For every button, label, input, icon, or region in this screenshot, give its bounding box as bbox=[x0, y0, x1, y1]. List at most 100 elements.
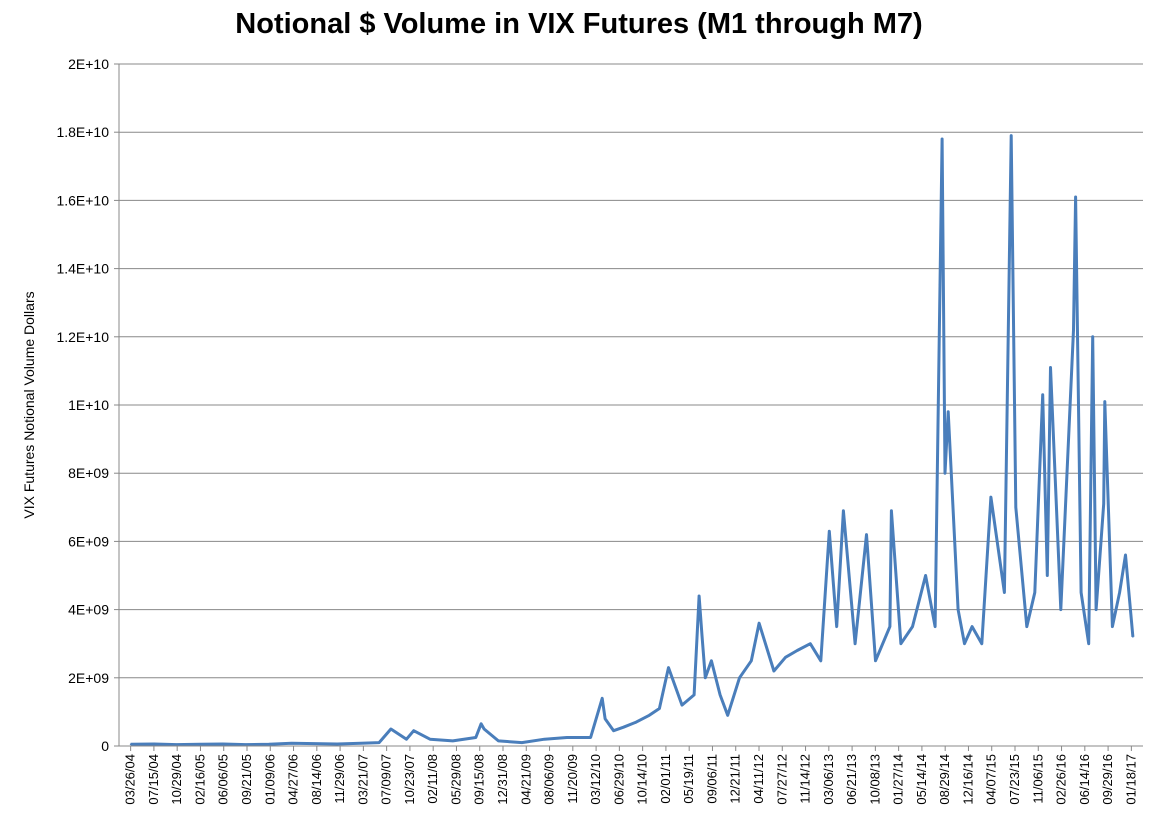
data-point bbox=[521, 741, 523, 744]
data-point bbox=[900, 642, 902, 645]
data-point bbox=[153, 743, 155, 745]
data-point bbox=[842, 509, 845, 512]
x-tick-label: 09/06/11 bbox=[704, 754, 719, 804]
y-tick-label: 0 bbox=[101, 738, 109, 754]
x-tick-label: 05/14/14 bbox=[914, 754, 929, 805]
data-point bbox=[1124, 554, 1127, 556]
data-point bbox=[784, 656, 787, 659]
data-point bbox=[889, 625, 891, 628]
data-point bbox=[1015, 506, 1017, 509]
data-point bbox=[405, 738, 408, 740]
x-tick-label: 05/29/08 bbox=[448, 754, 463, 805]
data-point bbox=[698, 595, 700, 597]
data-point bbox=[412, 729, 415, 732]
x-tick-label: 02/01/11 bbox=[658, 754, 673, 804]
x-tick-label: 10/23/07 bbox=[402, 754, 417, 805]
x-tick-label: 12/21/11 bbox=[728, 754, 743, 804]
x-tick-label: 02/16/05 bbox=[192, 754, 207, 805]
data-point bbox=[874, 659, 877, 662]
data-point bbox=[1072, 329, 1075, 331]
data-point bbox=[947, 411, 950, 413]
data-point bbox=[1111, 625, 1114, 628]
data-point bbox=[1034, 591, 1036, 594]
data-point bbox=[758, 622, 760, 625]
y-tick-label: 1.8E+10 bbox=[56, 124, 109, 140]
x-tick-label: 11/06/15 bbox=[1030, 754, 1045, 804]
y-tick-label: 1E+10 bbox=[68, 397, 109, 413]
x-tick-label: 07/15/04 bbox=[146, 754, 161, 805]
data-point bbox=[604, 717, 606, 720]
data-point bbox=[378, 741, 380, 744]
data-point bbox=[726, 714, 729, 717]
data-point bbox=[1080, 591, 1082, 594]
data-point bbox=[828, 530, 831, 532]
data-point bbox=[1060, 608, 1062, 611]
data-point bbox=[452, 740, 454, 742]
x-tick-label: 08/06/09 bbox=[542, 754, 557, 805]
data-point bbox=[820, 659, 822, 662]
data-point bbox=[658, 707, 661, 710]
gridlines bbox=[119, 63, 1143, 679]
data-point bbox=[809, 642, 812, 645]
x-tick-label: 11/20/09 bbox=[565, 754, 580, 804]
y-tick-label: 1.4E+10 bbox=[56, 261, 109, 277]
data-point bbox=[360, 742, 362, 745]
data-point bbox=[990, 496, 992, 498]
data-point bbox=[835, 625, 838, 628]
data-point bbox=[773, 670, 775, 672]
data-point bbox=[175, 743, 178, 746]
x-tick-label: 07/09/07 bbox=[379, 754, 394, 805]
y-tick-label: 6E+09 bbox=[68, 533, 109, 549]
data-point bbox=[1102, 503, 1105, 505]
x-tick-label: 10/14/10 bbox=[635, 754, 650, 805]
data-point bbox=[429, 738, 431, 740]
data-point bbox=[622, 726, 625, 729]
x-tick-label: 01/09/06 bbox=[262, 754, 277, 805]
x-tick-label: 04/21/09 bbox=[518, 754, 533, 805]
series-line bbox=[130, 134, 1135, 747]
data-point bbox=[1003, 591, 1006, 594]
data-point bbox=[854, 642, 856, 645]
data-point bbox=[710, 659, 713, 662]
data-point bbox=[941, 138, 943, 140]
y-tick-label: 2E+10 bbox=[68, 56, 109, 72]
x-tick-label: 12/31/08 bbox=[495, 754, 510, 805]
x-tick-label: 05/19/11 bbox=[681, 754, 696, 804]
data-point bbox=[957, 608, 959, 611]
data-point bbox=[704, 677, 707, 679]
data-point bbox=[268, 743, 270, 746]
x-tick-label: 04/07/15 bbox=[984, 754, 999, 805]
x-tick-label: 09/21/05 bbox=[239, 754, 254, 805]
x-tick-label: 09/15/08 bbox=[472, 754, 487, 805]
x-tick-label: 07/23/15 bbox=[1007, 754, 1022, 805]
data-point bbox=[244, 743, 247, 746]
data-point bbox=[612, 729, 615, 732]
data-point bbox=[738, 677, 741, 679]
x-tick-label: 08/14/06 bbox=[309, 754, 324, 805]
x-tick-label: 03/12/10 bbox=[588, 754, 603, 805]
data-point bbox=[667, 666, 670, 669]
data-point bbox=[750, 659, 753, 662]
y-axis-ticks: 0 2E+09 4E+09 6E+09 8E+09 1E+10 1.2E+10 1.4E+10… bbox=[56, 56, 119, 754]
data-point bbox=[944, 472, 946, 475]
x-tick-label: 02/11/08 bbox=[425, 754, 440, 804]
data-point bbox=[693, 694, 695, 696]
x-tick-label: 08/29/14 bbox=[937, 754, 952, 805]
data-point bbox=[1010, 134, 1012, 137]
x-axis-ticks: 03/26/04 07/15/04 10/29/04 02/16/05 06/06/05… bbox=[123, 746, 1138, 805]
data-point bbox=[1095, 608, 1097, 611]
data-point bbox=[129, 743, 132, 746]
x-tick-label: 01/18/17 bbox=[1123, 754, 1138, 805]
data-point bbox=[390, 728, 392, 730]
series-group bbox=[129, 134, 1135, 747]
data-point bbox=[1087, 642, 1090, 645]
x-tick-label: 10/29/04 bbox=[169, 754, 184, 805]
x-tick-label: 09/29/16 bbox=[1100, 754, 1115, 805]
data-point bbox=[911, 625, 914, 628]
data-point bbox=[480, 723, 482, 725]
x-tick-label: 12/16/14 bbox=[960, 754, 975, 805]
x-tick-label: 10/08/13 bbox=[867, 754, 882, 805]
data-point bbox=[336, 743, 339, 745]
data-point bbox=[601, 697, 603, 700]
data-point bbox=[648, 714, 651, 717]
